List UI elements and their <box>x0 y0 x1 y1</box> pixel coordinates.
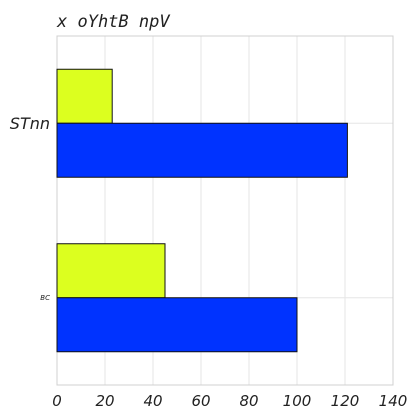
plot-frame <box>56 35 394 386</box>
x-tick-label: 60 <box>191 392 210 410</box>
x-tick-label: 40 <box>143 392 162 410</box>
y-tick-label-bc: BC <box>40 294 50 302</box>
x-tick-label: 20 <box>95 392 114 410</box>
x-tick-label: 0 <box>52 392 62 410</box>
x-tick-label: 140 <box>379 392 408 410</box>
bars <box>56 68 348 353</box>
x-tick-label: 100 <box>283 392 312 410</box>
y-axis-labels: STnn BC <box>10 114 50 302</box>
x-tick-label: 120 <box>331 392 360 410</box>
bar-bc-series-2 <box>56 297 298 353</box>
chart-title: x oYhtB npV <box>56 12 170 32</box>
bar-stnn-series-2 <box>56 122 348 178</box>
bar-stnn-series-1 <box>56 68 113 124</box>
x-tick-label: 80 <box>239 392 258 410</box>
bar-bc-series-1 <box>56 243 166 299</box>
y-tick-label-stnn: STnn <box>10 114 50 133</box>
x-axis-ticks: 0 20 40 60 80 100 120 140 <box>52 392 407 410</box>
